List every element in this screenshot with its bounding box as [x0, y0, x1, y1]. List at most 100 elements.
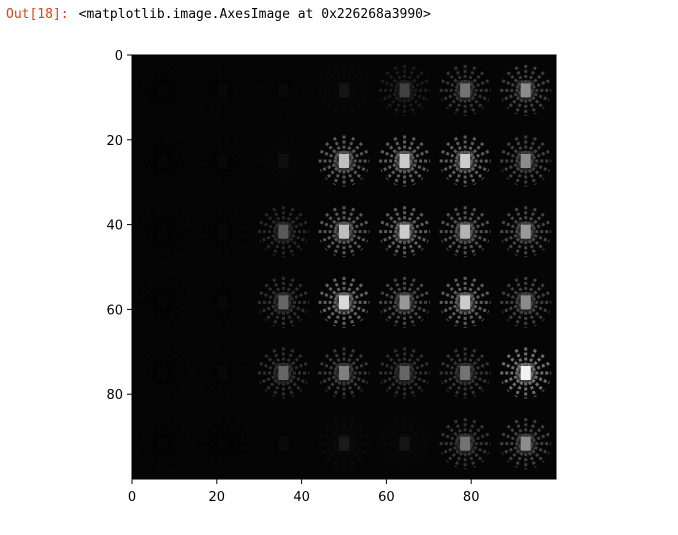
x-tick-label: 0	[128, 490, 136, 505]
image-tile	[136, 276, 188, 328]
image-tile	[379, 206, 431, 258]
tile-core	[157, 366, 168, 380]
image-tile	[439, 418, 491, 470]
tile-core	[520, 295, 531, 310]
image-tile	[197, 206, 249, 258]
tile-core	[399, 295, 410, 310]
tile-core	[520, 366, 531, 380]
tile-core	[278, 83, 289, 98]
image-tile	[197, 64, 249, 116]
y-tick-label: 20	[106, 134, 123, 149]
image-tile	[318, 206, 370, 258]
tile-core	[157, 295, 168, 310]
image-tile	[136, 418, 188, 470]
image-tile	[439, 276, 491, 328]
tile-core	[520, 436, 531, 451]
tile-core	[157, 436, 168, 451]
tile-core	[339, 436, 349, 451]
image-tile	[500, 135, 552, 187]
tile-core	[399, 154, 410, 168]
image-tile	[136, 135, 188, 187]
tile-core	[278, 224, 289, 239]
tile-core	[520, 83, 531, 98]
output-line: Out[18]: <matplotlib.image.AxesImage at 0…	[6, 6, 431, 24]
tile-core	[460, 224, 471, 239]
tile-core	[157, 83, 168, 98]
tile-core	[217, 436, 228, 451]
image-tile	[500, 64, 552, 116]
tile-core	[460, 154, 471, 168]
image-tile	[318, 276, 370, 328]
tile-core	[157, 224, 168, 239]
tile-core	[339, 366, 349, 380]
image-tile	[318, 418, 370, 470]
tile-core	[520, 224, 531, 239]
x-tick-label: 60	[378, 490, 395, 505]
y-tick-label: 80	[106, 388, 123, 403]
axes-frame	[131, 54, 557, 480]
image-tile	[500, 418, 552, 470]
x-tick-label: 80	[463, 490, 480, 505]
tile-core	[217, 366, 228, 380]
image-tile	[379, 276, 431, 328]
tile-core	[399, 83, 410, 98]
tile-core	[399, 366, 410, 380]
image-tile	[500, 206, 552, 258]
tile-core	[520, 154, 531, 168]
tile-core	[278, 436, 289, 451]
image-tile	[500, 276, 552, 328]
image-tile	[257, 276, 309, 328]
tile-core	[217, 224, 228, 239]
tile-core	[217, 295, 228, 310]
tile-core	[399, 224, 410, 239]
image-tile	[379, 347, 431, 399]
tile-core	[278, 295, 289, 310]
image-tile	[257, 418, 309, 470]
image-background	[132, 55, 556, 479]
image-tile	[500, 347, 552, 399]
x-tick-label: 40	[293, 490, 310, 505]
tile-core	[460, 83, 471, 98]
tile-core	[460, 295, 471, 310]
image-tile	[318, 135, 370, 187]
tile-core	[460, 436, 471, 451]
image-tile	[257, 347, 309, 399]
image-tile	[439, 135, 491, 187]
image-tile	[197, 276, 249, 328]
tile-core	[278, 154, 289, 168]
image-tile	[257, 64, 309, 116]
output-prompt: Out[18]:	[6, 7, 69, 22]
y-tick-label: 60	[106, 303, 123, 318]
image-tile	[379, 418, 431, 470]
image-tile	[439, 206, 491, 258]
x-tick-label: 20	[209, 490, 226, 505]
image-tile	[318, 347, 370, 399]
image-tile	[379, 135, 431, 187]
image-tile	[197, 418, 249, 470]
tile-core	[339, 295, 349, 310]
tile-core	[399, 436, 410, 451]
image-tile	[379, 64, 431, 116]
image-tile	[257, 135, 309, 187]
tile-core	[157, 154, 168, 168]
image-pixels	[132, 55, 556, 479]
image-tile	[439, 347, 491, 399]
image-tile	[439, 64, 491, 116]
tile-core	[339, 154, 349, 168]
output-repr-text: <matplotlib.image.AxesImage at 0x226268a…	[78, 7, 431, 22]
tile-core	[339, 83, 349, 98]
image-tile	[197, 135, 249, 187]
tile-core	[217, 83, 228, 98]
image-tile	[136, 64, 188, 116]
y-axis: 0 20 40 60 80	[106, 49, 132, 403]
image-tile	[257, 206, 309, 258]
y-tick-label: 0	[115, 49, 123, 64]
image-tile	[197, 347, 249, 399]
image-tile	[136, 206, 188, 258]
y-tick-label: 40	[106, 219, 123, 234]
tile-core	[217, 154, 228, 168]
image-tile	[136, 347, 188, 399]
x-axis: 0 20 40 60 80	[128, 479, 480, 505]
